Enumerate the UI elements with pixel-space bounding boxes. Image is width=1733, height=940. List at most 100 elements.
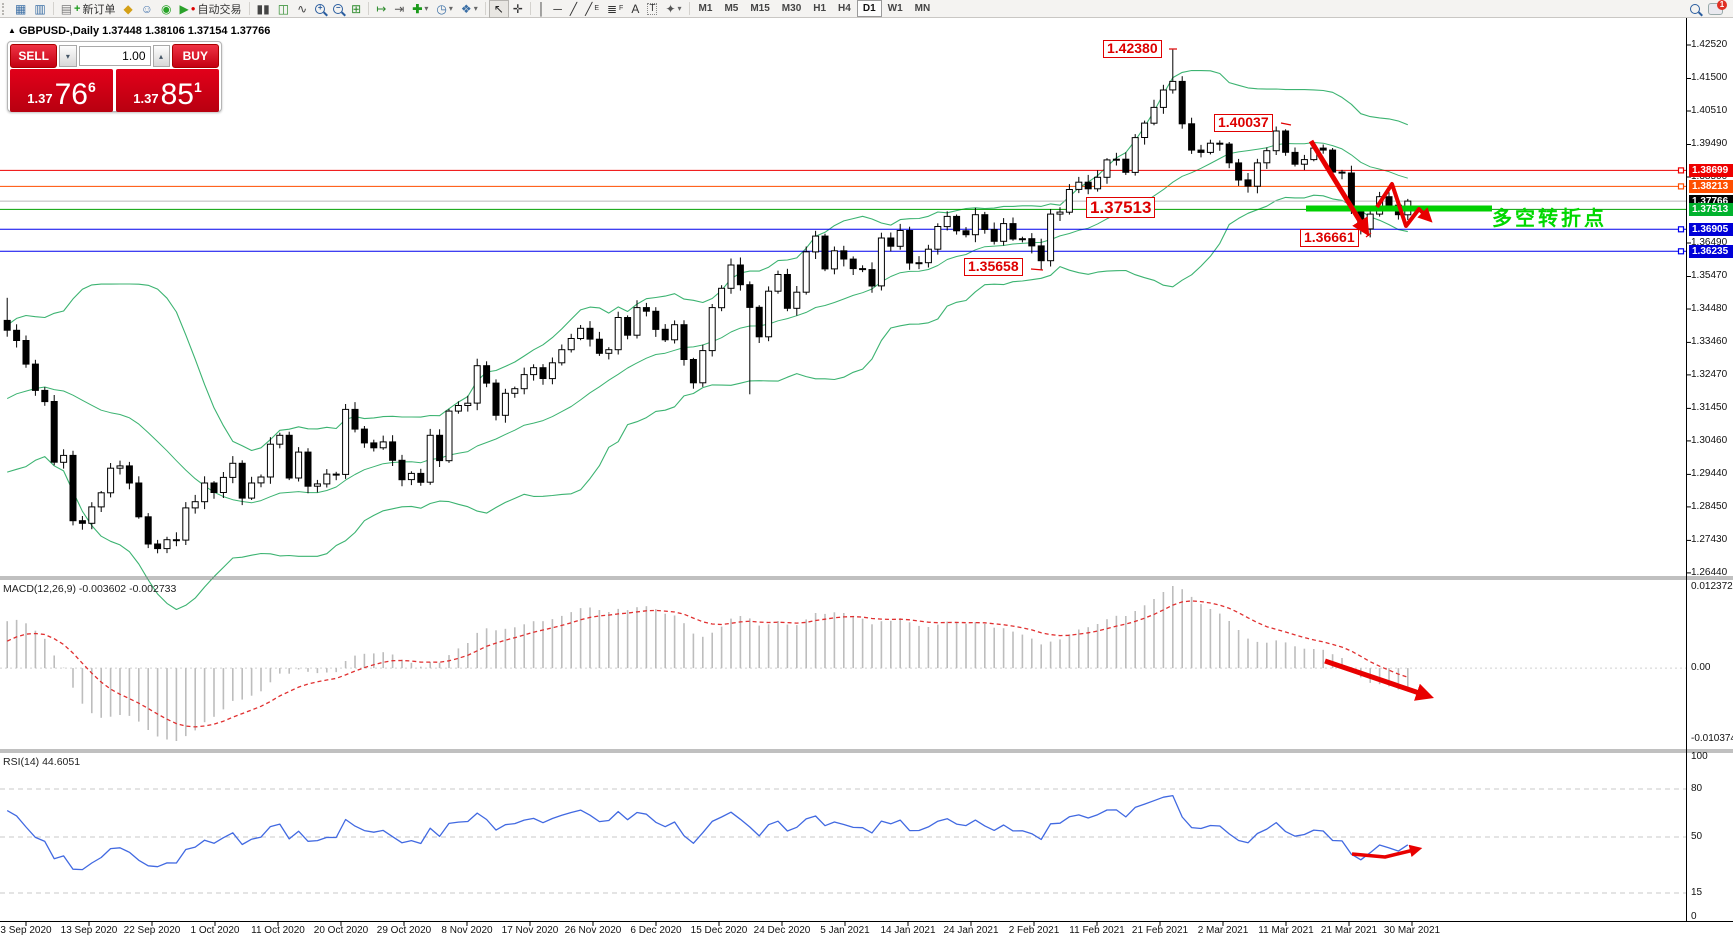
timeframe-m30[interactable]: M30: [781, 3, 802, 14]
date-tick-label: 22 Sep 2020: [123, 925, 181, 936]
date-tick-label: 8 Nov 2020: [441, 925, 493, 936]
buy-price-big: 85: [160, 77, 194, 111]
turning-point-note[interactable]: 多空转折点: [1492, 208, 1607, 230]
volume-decrease-button[interactable]: ▾: [59, 45, 77, 67]
new-chart-button[interactable]: ▦: [11, 1, 30, 17]
new-order-icon: ▤: [60, 1, 73, 16]
accounts-button[interactable]: ☺: [137, 1, 157, 17]
macd-arrow[interactable]: [1324, 658, 1434, 701]
hline-tool-button[interactable]: ─: [549, 1, 566, 17]
new-chart-icon: ▦: [15, 1, 27, 16]
zoom-out-button[interactable]: −: [329, 1, 347, 17]
label-tool-button[interactable]: T: [643, 1, 661, 17]
price-annotation-box[interactable]: 1.42380: [1103, 40, 1162, 58]
date-tick-label: 15 Dec 2020: [690, 925, 748, 936]
date-tick-label: 6 Dec 2020: [630, 925, 682, 936]
zoom-in-icon: +: [315, 3, 326, 14]
price-annotation-box[interactable]: 1.35658: [964, 258, 1023, 276]
hline-handle[interactable]: [1677, 167, 1685, 174]
zoom-in-button[interactable]: +: [311, 1, 329, 17]
shapes-tool-button[interactable]: ✦ ▾: [665, 1, 682, 16]
sell-price-big: 76: [54, 77, 88, 111]
trendline-tool-button[interactable]: ╱: [566, 1, 581, 17]
bar-chart-button[interactable]: ▮▮: [253, 1, 274, 17]
chart-shift-button[interactable]: ⇥: [390, 1, 408, 17]
date-tick-label: 11 Oct 2020: [251, 925, 305, 936]
price-line-badge: 1.36235: [1689, 244, 1733, 258]
buy-button[interactable]: BUY: [171, 44, 219, 68]
volume-increase-button[interactable]: ▴: [152, 45, 170, 67]
channel-tool-button[interactable]: ╱ E: [585, 1, 599, 16]
timeframe-m15[interactable]: M15: [750, 3, 770, 14]
rsi-arrow[interactable]: [1351, 844, 1423, 859]
vline-icon: │: [537, 1, 546, 16]
rsi-scale-label: 0: [1691, 911, 1697, 922]
buy-price-display[interactable]: 1.37 85 1: [116, 69, 219, 112]
fibonacci-tool-button[interactable]: ≣ F: [606, 1, 624, 16]
date-tick-label: 14 Jan 2021: [880, 925, 936, 936]
date-tick-label: 30 Mar 2021: [1383, 925, 1441, 936]
new-order-label: 新订单: [82, 3, 116, 16]
price-tick-label: 1.40510: [1691, 104, 1728, 116]
timeframe-h1[interactable]: H1: [813, 3, 827, 14]
price-annotation-box[interactable]: 1.37513: [1086, 197, 1156, 219]
profiles-button[interactable]: ▥: [30, 1, 49, 17]
notifications-button[interactable]: 1: [1704, 0, 1727, 17]
autotrading-button[interactable]: ▶ ● 自动交易: [179, 1, 242, 16]
line-chart-button[interactable]: ∿: [293, 1, 311, 17]
indicators-button[interactable]: ✚ ▾: [412, 1, 429, 16]
shapes-icon: ✦: [665, 1, 676, 16]
price-tick-label: 1.41500: [1691, 72, 1728, 84]
tile-windows-icon: ⊞: [351, 1, 362, 16]
toolbar-grip: [2, 2, 9, 15]
timeframe-d1[interactable]: D1: [856, 0, 882, 17]
date-tick-label: 17 Nov 2020: [501, 925, 559, 936]
market-depth-button[interactable]: ◆: [119, 1, 136, 17]
price-line-badge: 1.36905: [1689, 222, 1733, 236]
date-tick-label: 3 Sep 2020: [0, 925, 52, 936]
crosshair-icon: ✛: [512, 1, 523, 16]
one-click-trade-panel: SELL ▾ ▴ BUY 1.37 76 6 1.37 85 1: [7, 41, 222, 112]
rsi-scale-label: 80: [1691, 783, 1703, 794]
cursor-tool-button[interactable]: ↖: [488, 0, 509, 18]
timeframe-h4[interactable]: H4: [838, 3, 851, 14]
signals-button[interactable]: ◉: [157, 1, 175, 17]
timeframe-mn[interactable]: MN: [914, 3, 931, 14]
trend-arrow-down[interactable]: [1308, 139, 1370, 237]
vline-tool-button[interactable]: │: [534, 1, 550, 17]
zigzag-arrow[interactable]: [1375, 182, 1433, 228]
collapse-panel-icon[interactable]: ▲: [8, 26, 16, 35]
crosshair-tool-button[interactable]: ✛: [509, 1, 527, 17]
clock-icon: ◷: [436, 1, 447, 16]
hline-icon: ─: [553, 1, 562, 16]
timeframe-m1[interactable]: M1: [698, 3, 713, 14]
timeframe-w1[interactable]: W1: [887, 3, 903, 14]
date-tick-label: 21 Feb 2021: [1131, 925, 1189, 936]
text-tool-button[interactable]: A: [627, 1, 643, 17]
auto-scroll-button[interactable]: ↦: [372, 1, 390, 17]
volume-input[interactable]: [78, 46, 151, 66]
date-tick-label: 24 Dec 2020: [753, 925, 811, 936]
hline-handle[interactable]: [1677, 248, 1685, 255]
price-annotation-box[interactable]: 1.40037: [1214, 114, 1273, 132]
periods-button[interactable]: ◷ ▾: [436, 1, 453, 16]
rsi-scale-label: 100: [1691, 751, 1708, 762]
tile-windows-button[interactable]: ⊞: [347, 1, 365, 17]
search-button[interactable]: [1686, 1, 1704, 17]
chart-title[interactable]: ▲ GBPUSD-,Daily 1.37448 1.38106 1.37154 …: [8, 25, 270, 37]
timeframe-m5[interactable]: M5: [724, 3, 739, 14]
sell-price-display[interactable]: 1.37 76 6: [10, 69, 113, 112]
price-annotation-box[interactable]: 1.36661: [1300, 229, 1359, 247]
hline-handle[interactable]: [1677, 226, 1685, 233]
price-line-badge: 1.37513: [1689, 202, 1733, 216]
hline-handle[interactable]: [1677, 183, 1685, 190]
date-tick-label: 29 Oct 2020: [376, 925, 432, 936]
templates-button[interactable]: ❖ ▾: [460, 1, 478, 16]
cursor-icon: ↖: [493, 1, 504, 16]
candle-chart-button[interactable]: ◫: [274, 1, 293, 17]
new-order-button[interactable]: ▤ + 新订单: [60, 1, 116, 16]
sell-button[interactable]: SELL: [10, 44, 58, 68]
signal-icon: ◉: [160, 1, 172, 16]
